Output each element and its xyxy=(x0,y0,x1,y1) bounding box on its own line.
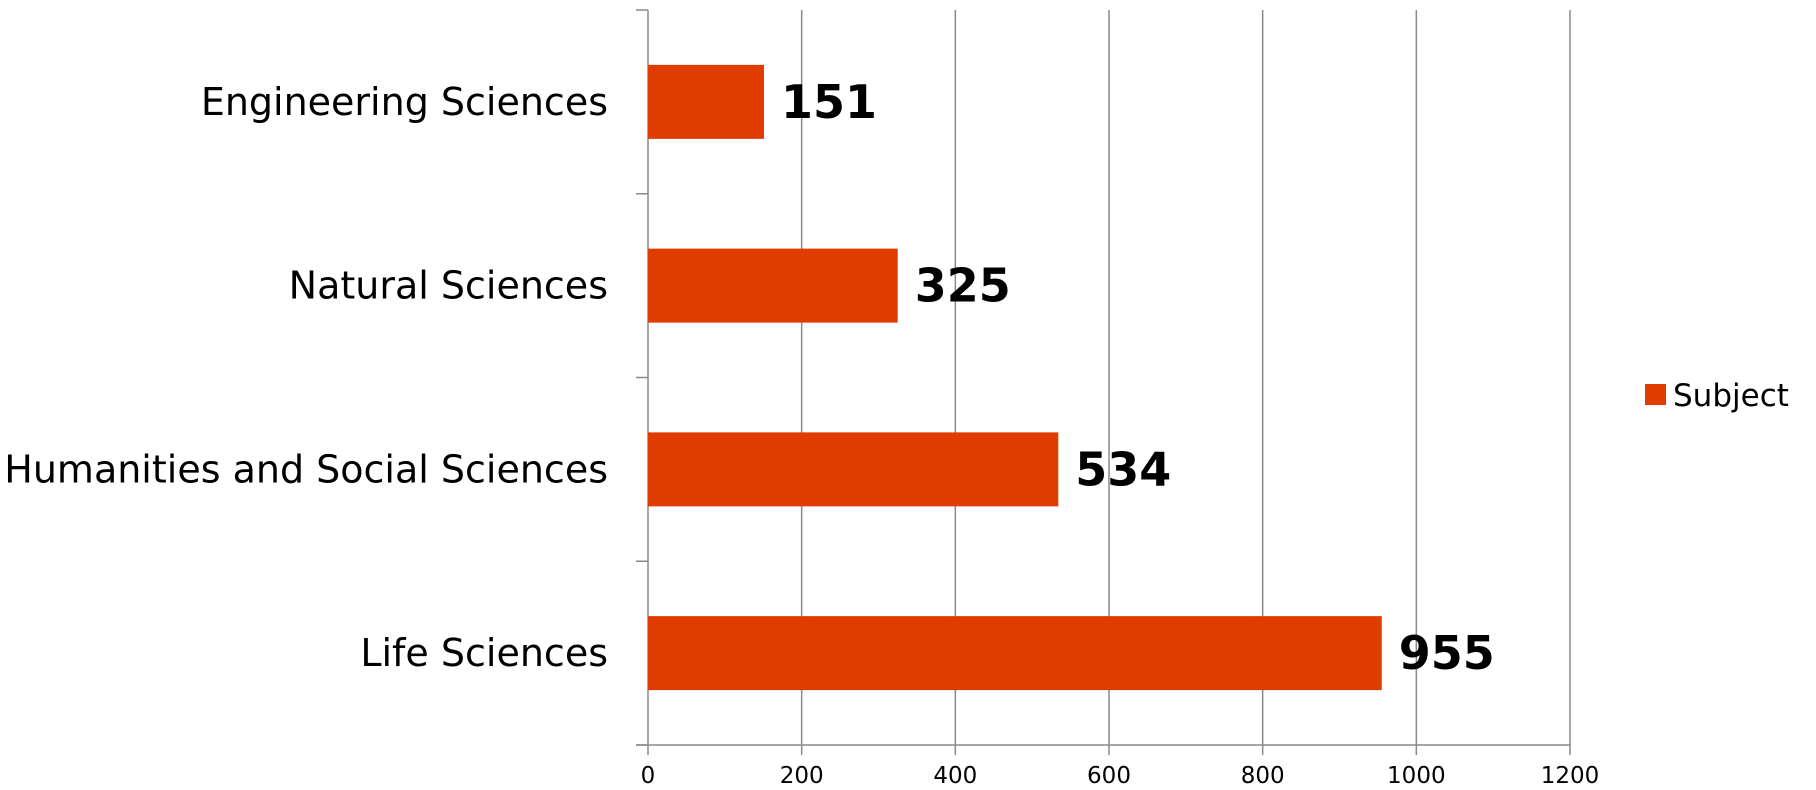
bar xyxy=(648,432,1059,507)
data-label: 534 xyxy=(1075,442,1171,496)
data-label: 325 xyxy=(915,259,1011,313)
legend-swatch xyxy=(1645,384,1666,405)
bar xyxy=(648,616,1382,691)
y-axis-labels: Engineering Sciences Natural Sciences Huma… xyxy=(4,80,608,675)
data-label: 955 xyxy=(1399,626,1495,680)
legend-label: Subject xyxy=(1673,378,1789,414)
category-label: Life Sciences xyxy=(360,631,608,675)
x-tick-label: 400 xyxy=(933,763,977,789)
x-tick-label: 800 xyxy=(1241,763,1285,789)
x-tick-label: 1000 xyxy=(1387,763,1446,789)
category-label: Natural Sciences xyxy=(289,264,608,308)
x-tick-label: 1200 xyxy=(1541,763,1600,789)
data-label: 151 xyxy=(781,75,877,129)
x-tick-label: 0 xyxy=(641,763,656,789)
bar xyxy=(648,64,765,139)
x-axis-tick-labels: 0 200 400 600 800 1000 1200 xyxy=(641,763,1600,789)
category-label: Engineering Sciences xyxy=(201,80,608,124)
category-label: Humanities and Social Sciences xyxy=(4,447,608,491)
x-tick-label: 600 xyxy=(1087,763,1131,789)
legend: Subject xyxy=(1645,378,1789,414)
bars xyxy=(648,64,1382,691)
bar xyxy=(648,248,898,323)
x-tick-label: 200 xyxy=(780,763,824,789)
data-labels: 151 325 534 955 xyxy=(781,75,1495,680)
